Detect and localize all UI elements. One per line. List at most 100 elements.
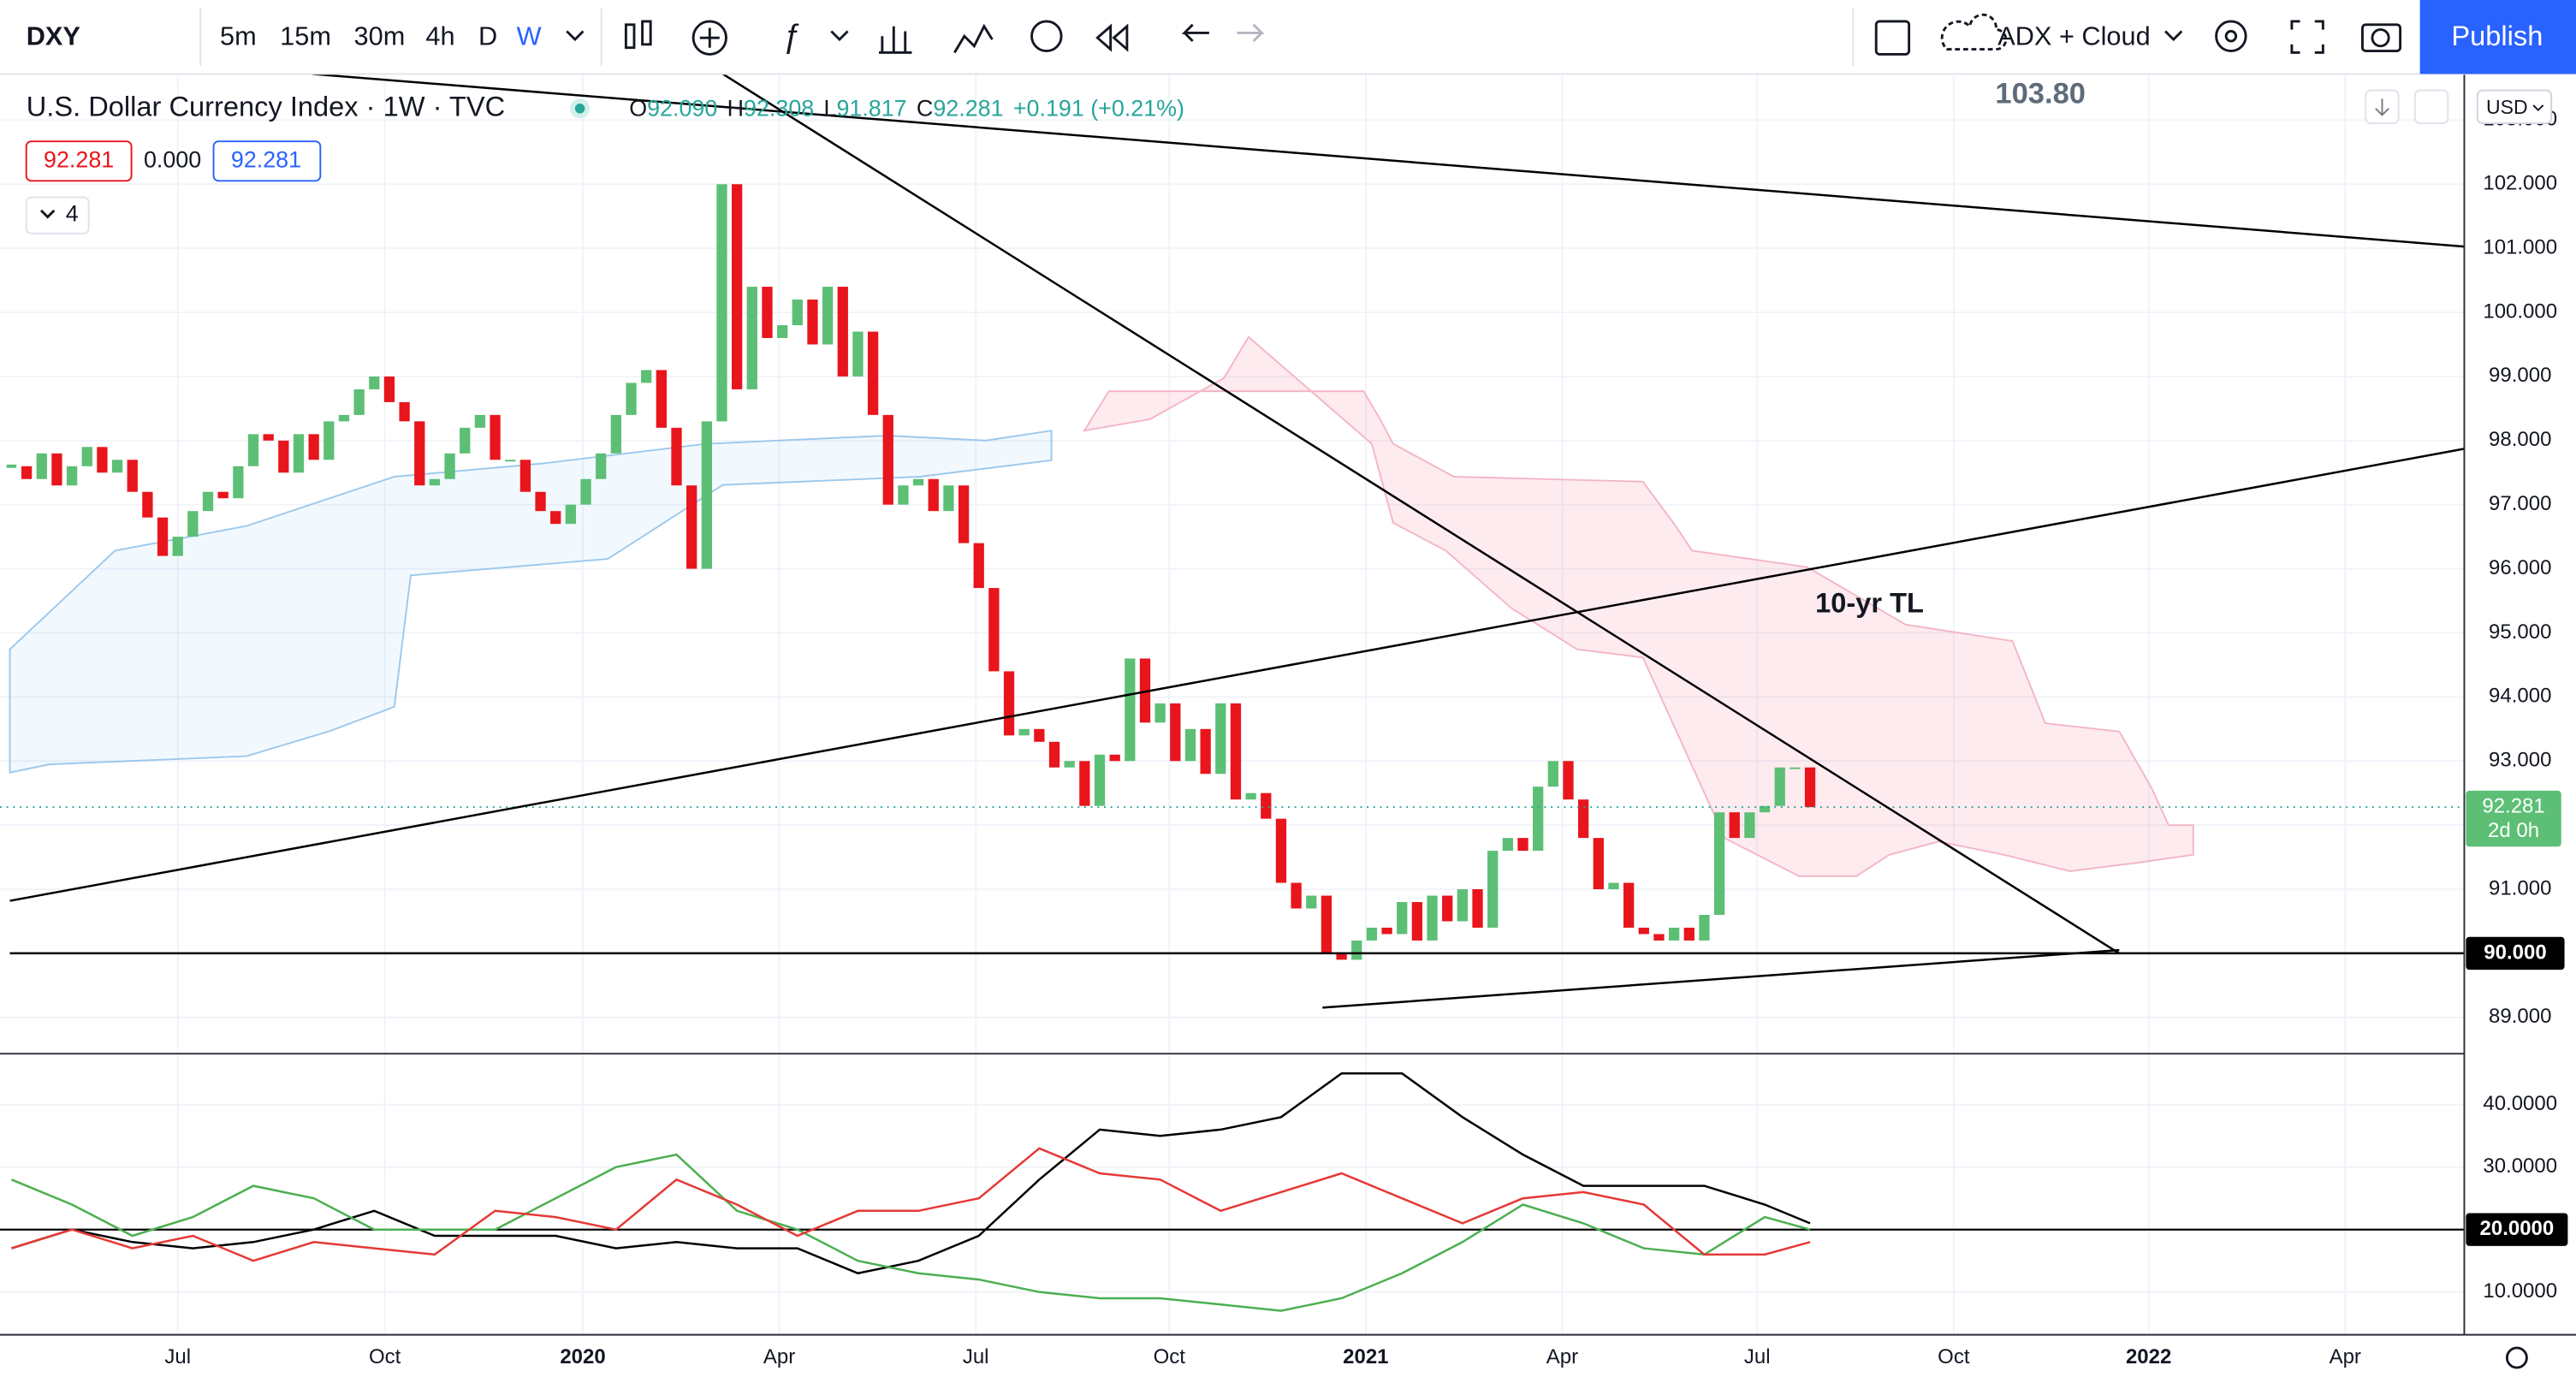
templates-icon[interactable] bbox=[953, 23, 994, 54]
y-tick-label: 98.000 bbox=[2489, 428, 2551, 451]
candle bbox=[928, 478, 939, 512]
candle bbox=[127, 460, 138, 492]
interval-active[interactable]: W bbox=[517, 21, 542, 50]
candle bbox=[1170, 703, 1181, 762]
currency-button[interactable] bbox=[2476, 89, 2553, 125]
candle bbox=[1275, 818, 1287, 883]
interval[interactable]: 30m bbox=[354, 21, 406, 50]
candle bbox=[1079, 761, 1090, 806]
candle bbox=[263, 434, 274, 441]
candle bbox=[383, 376, 395, 402]
publish-label[interactable]: Publish bbox=[2451, 20, 2543, 51]
candle bbox=[278, 440, 289, 473]
candle bbox=[867, 331, 879, 415]
compare-icon[interactable] bbox=[691, 20, 727, 56]
candle bbox=[1245, 792, 1256, 800]
compare-icon[interactable] bbox=[699, 27, 720, 48]
candle bbox=[1533, 787, 1544, 852]
candle bbox=[1018, 728, 1030, 736]
symbol[interactable]: DXY bbox=[27, 21, 80, 50]
fullscreen-icon[interactable] bbox=[2290, 20, 2324, 54]
indicator-line bbox=[11, 1147, 1811, 1262]
scroll-icon[interactable] bbox=[2375, 98, 2389, 116]
dropdown-icon[interactable] bbox=[566, 30, 585, 42]
candle bbox=[1668, 927, 1680, 941]
settings-icon[interactable] bbox=[2505, 1346, 2528, 1369]
candle bbox=[1699, 914, 1710, 941]
candle bbox=[1230, 703, 1242, 800]
settings-icon[interactable] bbox=[2224, 30, 2238, 43]
dropdown-icon[interactable] bbox=[830, 30, 849, 42]
candle bbox=[550, 511, 561, 525]
x-tick-label: Apr bbox=[763, 1345, 795, 1368]
replay-icon[interactable] bbox=[1095, 23, 1129, 52]
x-tick-label: 2020 bbox=[560, 1345, 605, 1368]
settings-icon[interactable] bbox=[2215, 20, 2247, 52]
layout-name[interactable]: ADX + Cloud bbox=[1997, 21, 2150, 50]
candle bbox=[626, 383, 637, 415]
candle bbox=[1683, 927, 1695, 941]
alert-icon[interactable] bbox=[1030, 20, 1063, 52]
candle bbox=[187, 511, 199, 537]
candle bbox=[1790, 767, 1801, 769]
bid-box bbox=[25, 140, 133, 182]
interval[interactable]: 5m bbox=[220, 21, 257, 50]
candle bbox=[460, 427, 471, 454]
candle bbox=[1351, 940, 1362, 960]
currency[interactable]: USD bbox=[2486, 96, 2528, 118]
y-tick-label: 94.000 bbox=[2489, 685, 2551, 708]
candle bbox=[247, 434, 259, 466]
indicator-count[interactable]: 4 bbox=[66, 201, 79, 227]
candle bbox=[837, 287, 848, 377]
candle bbox=[1578, 799, 1589, 839]
candle bbox=[142, 491, 153, 518]
candle bbox=[1125, 658, 1136, 762]
y-tick-label: 91.000 bbox=[2489, 876, 2551, 899]
ohlc-label: C bbox=[917, 96, 933, 122]
status-dot bbox=[574, 104, 585, 114]
publish-button[interactable] bbox=[2419, 0, 2576, 74]
reset-button[interactable] bbox=[2413, 89, 2449, 125]
candle bbox=[1397, 902, 1408, 935]
candle bbox=[157, 517, 169, 556]
candle bbox=[898, 485, 909, 505]
candle bbox=[988, 588, 1000, 672]
collapse-button[interactable] bbox=[25, 196, 90, 234]
candles-icon[interactable] bbox=[641, 20, 652, 46]
ohlc-value: 92.308 bbox=[744, 96, 814, 122]
candle bbox=[1154, 703, 1166, 723]
cloud-icon[interactable] bbox=[1940, 13, 2008, 51]
ohlc-change: +0.191 (+0.21%) bbox=[1013, 96, 1184, 122]
legend-ohlc: O92.090 H92.308 L91.817 C92.281 +0.191 (… bbox=[629, 96, 1184, 122]
indicator-line bbox=[10, 1153, 1811, 1312]
candle bbox=[66, 466, 78, 486]
collapse-icon[interactable] bbox=[39, 209, 56, 219]
snapshot-icon[interactable] bbox=[2371, 28, 2390, 48]
trend-line bbox=[312, 73, 2465, 248]
candles-icon[interactable] bbox=[624, 23, 636, 50]
candle bbox=[1713, 812, 1725, 915]
candle bbox=[882, 414, 893, 505]
candle bbox=[852, 331, 864, 377]
candle bbox=[1366, 927, 1378, 941]
snapshot-icon[interactable] bbox=[2361, 23, 2402, 52]
candle bbox=[1139, 658, 1151, 723]
financials-icon[interactable] bbox=[879, 26, 912, 54]
layout-icon[interactable] bbox=[1874, 20, 1911, 56]
candle bbox=[353, 389, 365, 415]
candle bbox=[293, 434, 305, 473]
candle bbox=[519, 460, 531, 492]
interval[interactable]: 15m bbox=[280, 21, 331, 50]
dropdown-icon[interactable] bbox=[2532, 104, 2544, 112]
dropdown-icon[interactable] bbox=[2164, 30, 2183, 42]
interval[interactable]: 4h bbox=[425, 21, 454, 50]
undo-icon[interactable] bbox=[1181, 23, 1209, 43]
candle bbox=[1184, 728, 1196, 762]
candle bbox=[716, 184, 727, 422]
price-label-box bbox=[2466, 936, 2565, 971]
ohlc-value: 91.817 bbox=[836, 96, 906, 122]
interval[interactable]: D bbox=[478, 21, 497, 50]
candle bbox=[701, 421, 712, 569]
indicators-icon[interactable]: ƒ bbox=[782, 17, 800, 55]
